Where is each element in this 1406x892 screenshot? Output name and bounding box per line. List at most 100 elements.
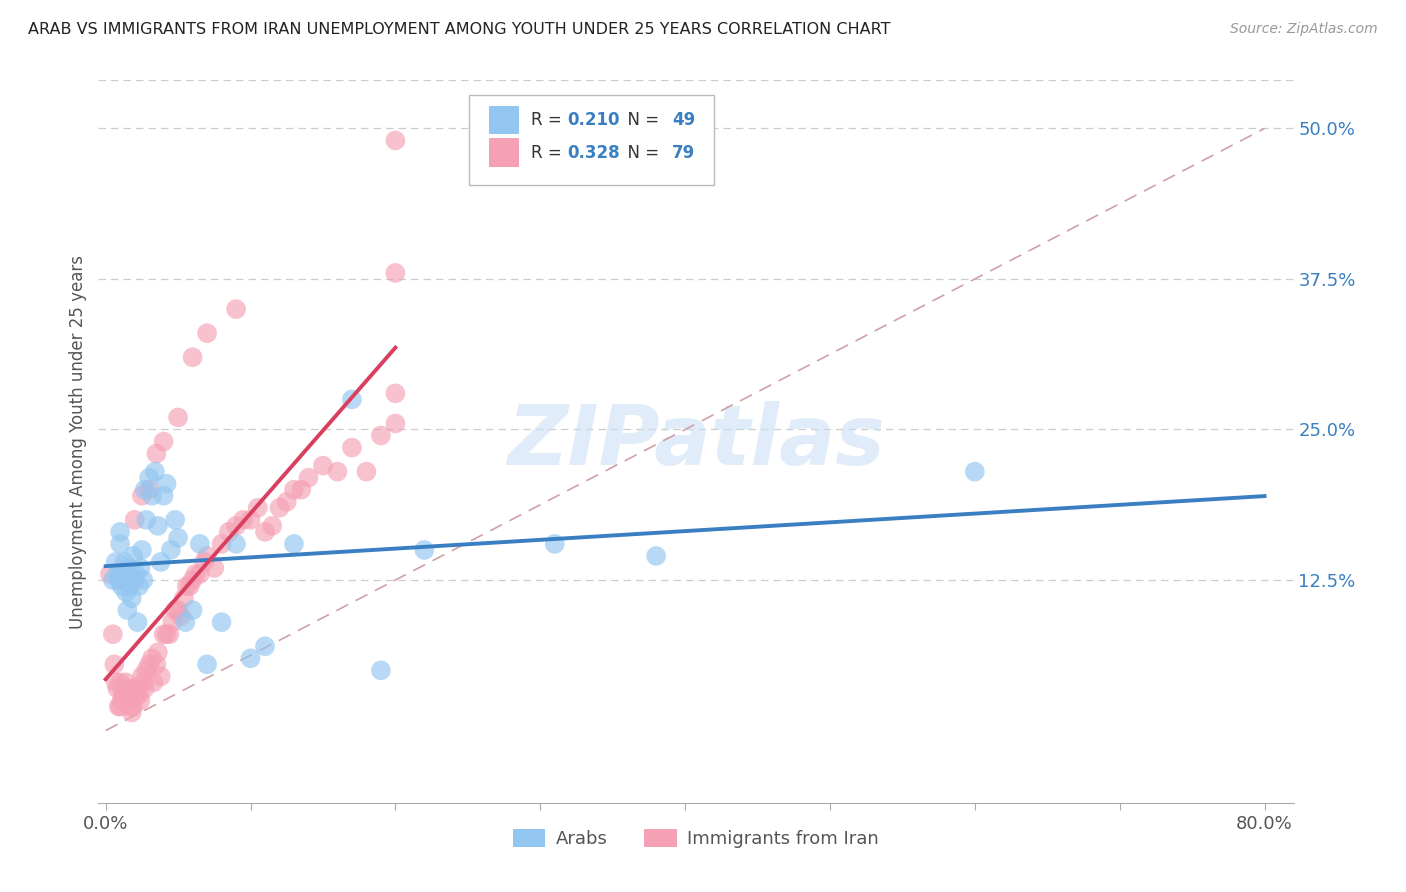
Point [165,603,187,617]
Legend: Arabs, Immigrants from Iran: Arabs, Immigrants from Iran [506,822,886,855]
Point [118,693,141,707]
Point [370,664,392,678]
Point [232,513,254,527]
Point [167,603,190,617]
Point [105,681,128,696]
Point [262,518,284,533]
Point [176,579,198,593]
Point [132,675,155,690]
Point [131,489,153,503]
Point [195,657,218,672]
Point [145,446,167,460]
Point [134,681,156,696]
Point [121,706,143,720]
Point [108,524,131,539]
Point [127,687,149,701]
Point [108,537,131,551]
Point [138,471,160,485]
Point [225,518,247,533]
Point [110,693,132,707]
Point [104,675,127,690]
Point [112,567,135,582]
Text: R =: R = [531,144,567,161]
Text: 0.210: 0.210 [567,111,620,129]
Point [167,531,190,545]
Point [141,651,163,665]
Point [165,513,187,527]
Point [181,603,204,617]
Point [195,549,218,563]
Text: 0.328: 0.328 [567,144,620,161]
Point [202,561,225,575]
Point [184,567,207,582]
Point [155,476,177,491]
Text: N =: N = [617,111,665,129]
Point [149,555,172,569]
Point [122,699,145,714]
Y-axis label: Unemployment Among Youth under 25 years: Unemployment Among Youth under 25 years [69,254,87,629]
FancyBboxPatch shape [470,95,714,185]
Point [132,573,155,587]
Point [384,133,406,147]
Point [160,542,183,557]
Point [117,681,139,696]
Point [225,537,247,551]
Text: R =: R = [531,111,567,129]
Point [312,458,335,473]
Point [120,579,142,593]
Point [963,465,986,479]
Point [162,615,184,630]
Point [253,524,276,539]
Point [181,573,204,587]
Point [131,669,153,683]
Point [146,645,169,659]
Point [128,579,150,593]
Point [370,428,392,442]
Point [188,567,211,582]
Point [131,542,153,557]
Point [239,651,262,665]
Point [138,657,160,672]
Point [125,681,148,696]
Point [283,537,305,551]
Point [167,410,190,425]
Point [120,699,142,714]
FancyBboxPatch shape [489,138,519,167]
Point [112,687,135,701]
Point [98,567,121,582]
Point [115,585,138,599]
Point [149,669,172,683]
Point [174,615,197,630]
Point [211,537,233,551]
Text: Source: ZipAtlas.com: Source: ZipAtlas.com [1230,22,1378,37]
Point [384,417,406,431]
Point [152,627,174,641]
Point [108,699,131,714]
Point [170,609,193,624]
Point [181,350,204,364]
Point [384,266,406,280]
Point [356,465,378,479]
Point [142,675,165,690]
Point [115,675,138,690]
Point [152,489,174,503]
Point [121,591,143,606]
Point [108,675,131,690]
Point [218,524,240,539]
Point [129,693,152,707]
Point [114,555,136,569]
Point [211,615,233,630]
Point [645,549,668,563]
Point [117,603,139,617]
Text: ARAB VS IMMIGRANTS FROM IRAN UNEMPLOYMENT AMONG YOUTH UNDER 25 YEARS CORRELATION: ARAB VS IMMIGRANTS FROM IRAN UNEMPLOYMEN… [28,22,890,37]
Point [127,615,149,630]
Point [157,627,180,641]
Point [107,573,129,587]
Point [340,441,363,455]
Point [103,657,125,672]
Point [173,591,195,606]
Point [141,489,163,503]
Point [155,627,177,641]
Point [125,567,148,582]
Point [544,537,567,551]
